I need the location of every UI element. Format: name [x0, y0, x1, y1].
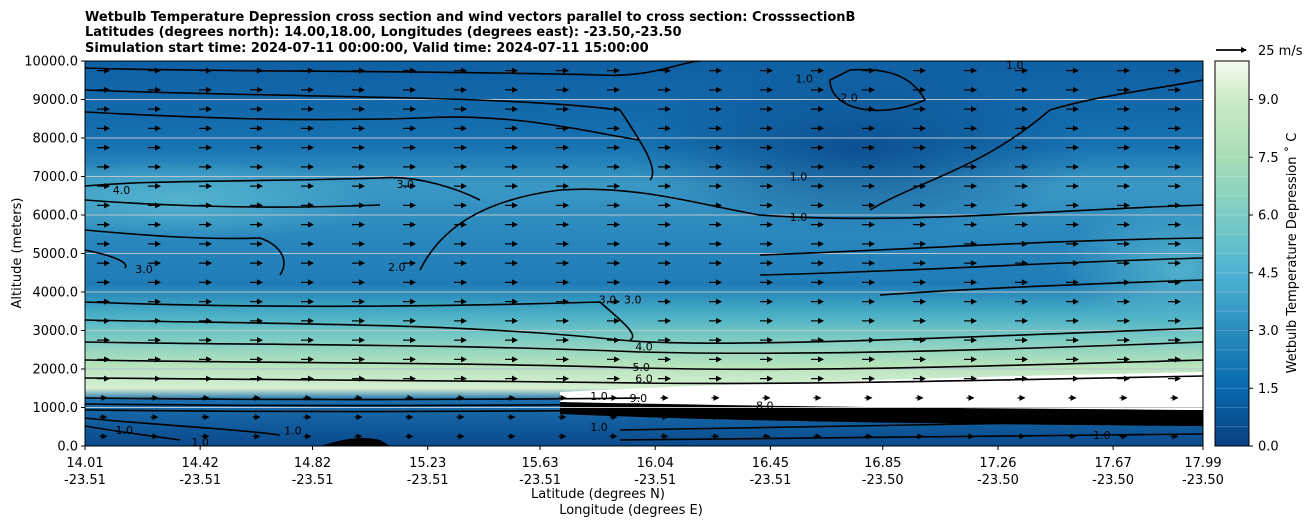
chart-title-line-1: Wetbulb Temperature Depression cross sec… [85, 10, 855, 25]
x-tick-lon: -23.51 [292, 473, 334, 488]
x-tick-lon: -23.50 [977, 473, 1019, 488]
contour-label: 1.0 [590, 390, 608, 403]
contour-lines [85, 61, 1203, 441]
contour-label: 1.0 [790, 171, 808, 184]
x-tick-lat: 17.26 [979, 456, 1016, 471]
colorbar-tick-label: 3.0 [1258, 324, 1279, 339]
contour-labels: 1.0 1.0 1.0 1.0 1.0 1.0 1.0 1.0 1.0 1.0 2.0 2.0 3.0 3… [113, 59, 1111, 449]
contour-label: 3.0 [396, 178, 414, 191]
y-tick-label: 6000.0 [33, 209, 79, 224]
y-axis-label: Altitude (meters) [10, 198, 25, 309]
y-tick-label: 9000.0 [33, 93, 79, 108]
x-tick-lat: 16.85 [864, 456, 901, 471]
y-tick-label: 4000.0 [33, 286, 79, 301]
x-tick-lon: -23.50 [862, 473, 904, 488]
colorbar-label: Wetbulb Temperature Depression ˚ C [1284, 133, 1300, 374]
colorbar-tick-label: 1.5 [1258, 382, 1279, 397]
contour-label: 3.0 [135, 263, 153, 276]
contour-label: 5.0 [632, 361, 650, 374]
x-axis-label-longitude: Longitude (degrees E) [559, 503, 703, 518]
x-tick-lon: -23.51 [634, 473, 676, 488]
colorbar-tick-label: 4.5 [1258, 266, 1279, 281]
contour-label: 4.0 [113, 184, 131, 197]
x-tick-lon: -23.51 [179, 473, 221, 488]
surface-blob [320, 437, 390, 446]
colorbar-tick-label: 7.5 [1258, 151, 1279, 166]
contour-label: 8.0 [756, 400, 774, 413]
contour-label: 1.0 [284, 425, 302, 438]
contour-label: 2.0 [388, 261, 406, 274]
y-tick-label: 0.0 [57, 440, 78, 455]
colorbar-tick-label: 9.0 [1258, 93, 1279, 108]
x-tick-lat: 14.42 [182, 456, 219, 471]
colorbar-frame [1214, 60, 1250, 447]
y-tick-label: 10000.0 [24, 55, 78, 70]
x-tick-lat: 17.99 [1184, 456, 1221, 471]
saturated-gap-region [560, 372, 1203, 410]
contour-label: 1.0 [1093, 429, 1111, 442]
contour-label: 1.0 [191, 436, 209, 449]
contour-label: 3.0 [624, 294, 642, 307]
x-tick-lat: 16.04 [637, 456, 674, 471]
x-axis-ticks: 14.01 -23.51 14.42 -23.51 14.82 -23.51 15.23 -2… [64, 446, 1224, 488]
colorbar-ticks: 0.0 1.5 3.0 4.5 6.0 7.5 9.0 [1249, 93, 1279, 455]
x-tick-lon: -23.50 [1182, 473, 1224, 488]
x-tick-lat: 16.45 [752, 456, 789, 471]
y-tick-label: 5000.0 [33, 247, 79, 262]
wind-key-label: 25 m/s [1258, 44, 1303, 59]
contour-label: 1.0 [590, 421, 608, 434]
chart-title-line-3: Simulation start time: 2024-07-11 00:00:… [85, 41, 649, 56]
horizontal-gridlines [85, 99, 1203, 408]
contour-label: 6.0 [635, 373, 653, 386]
y-tick-label: 1000.0 [33, 401, 79, 416]
x-tick-lat: 14.01 [66, 456, 103, 471]
x-tick-lon: -23.51 [749, 473, 791, 488]
y-tick-label: 3000.0 [33, 324, 79, 339]
x-tick-lon: -23.51 [64, 473, 106, 488]
x-tick-lon: -23.51 [519, 473, 561, 488]
colorbar-tick-label: 6.0 [1258, 209, 1279, 224]
chart-title-line-2: Latitudes (degrees north): 14.00,18.00, … [85, 25, 682, 40]
dry-core-region [630, 65, 1090, 235]
plot-area: 1.0 1.0 1.0 1.0 1.0 1.0 1.0 1.0 1.0 1.0 2.0 2.0 3.0 3… [85, 59, 1203, 449]
y-tick-label: 2000.0 [33, 363, 79, 378]
colorbar-tick-label: 0.0 [1258, 440, 1279, 455]
x-tick-lat: 17.67 [1095, 456, 1132, 471]
wind-vectors [97, 67, 1181, 440]
y-tick-label: 8000.0 [33, 132, 79, 147]
contour-label: 1.0 [1006, 59, 1024, 72]
contour-label: 2.0 [840, 92, 858, 105]
contour-label: 3.0 [599, 294, 617, 307]
x-tick-lat: 15.63 [521, 456, 558, 471]
contour-label: 1.0 [790, 211, 808, 224]
moist-layer-right [1060, 200, 1203, 340]
y-axis-ticks: 0.0 1000.0 2000.0 3000.0 4000.0 5000.0 6000.0 7… [24, 55, 85, 455]
colorbar [1215, 61, 1249, 446]
contour-label: 4.0 [635, 341, 653, 354]
x-tick-lat: 15.23 [409, 456, 446, 471]
y-tick-label: 7000.0 [33, 170, 79, 185]
x-tick-lon: -23.51 [407, 473, 449, 488]
contour-label: 1.0 [795, 72, 813, 85]
x-axis-label-latitude: Latitude (degrees N) [531, 487, 665, 502]
contour-label: 9.0 [630, 392, 648, 405]
x-tick-lon: -23.50 [1092, 473, 1134, 488]
contour-label: 1.0 [116, 424, 134, 437]
colorbar-bands [1215, 79, 1249, 428]
x-tick-lat: 14.82 [294, 456, 331, 471]
